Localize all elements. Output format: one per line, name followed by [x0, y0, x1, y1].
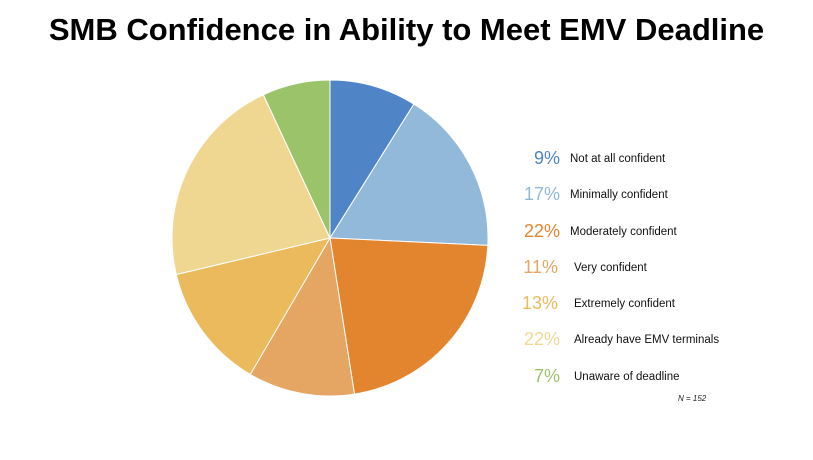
legend-label: Very confident [574, 261, 647, 274]
legend-item: 22% Already have EMV terminals [500, 325, 800, 361]
pie-slice-6 [262, 79, 331, 239]
legend-percentage: 13% [521, 293, 558, 314]
legend-label: Not at all confident [570, 153, 666, 165]
chart-title: SMB Confidence in Ability to Meet EMV De… [48, 12, 765, 47]
legend-percentage: 17% [523, 184, 560, 205]
legend-item: 22% Moderately confident [500, 217, 800, 253]
pie-slice-4 [175, 237, 332, 376]
legend-label: Already have EMV terminals [574, 334, 720, 347]
legend-percentage: 22% [523, 329, 560, 350]
legend-label: Unaware of deadline [574, 370, 680, 383]
legend-percentage: 11% [523, 256, 558, 277]
legend-item: 9% Not at all confident [500, 144, 800, 180]
pie-slice-3 [249, 236, 356, 397]
legend-percentage: 9% [533, 148, 560, 168]
chart-legend: 9% Not at all confident 17% Minimally confi… [500, 144, 800, 398]
sample-size-note: N = 152 [678, 394, 707, 403]
legend-item: 7% Unaware of deadline [500, 362, 800, 398]
pie-slice-5 [171, 94, 331, 276]
legend-label: Extremely confident [574, 298, 675, 311]
pie-slice-1 [329, 103, 489, 246]
legend-item: 13% Extremely confident [500, 289, 800, 325]
pie-chart [171, 79, 489, 397]
legend-percentage: 7% [533, 365, 560, 386]
pie-slice-2 [329, 237, 489, 395]
legend-percentage: 22% [523, 220, 560, 241]
legend-label: Minimally confident [570, 189, 668, 202]
legend-item: 11% Very confident [500, 253, 800, 289]
pie-slice-0 [329, 79, 415, 240]
legend-item: 17% Minimally confident [500, 180, 800, 216]
legend-label: Moderately confident [570, 225, 677, 238]
